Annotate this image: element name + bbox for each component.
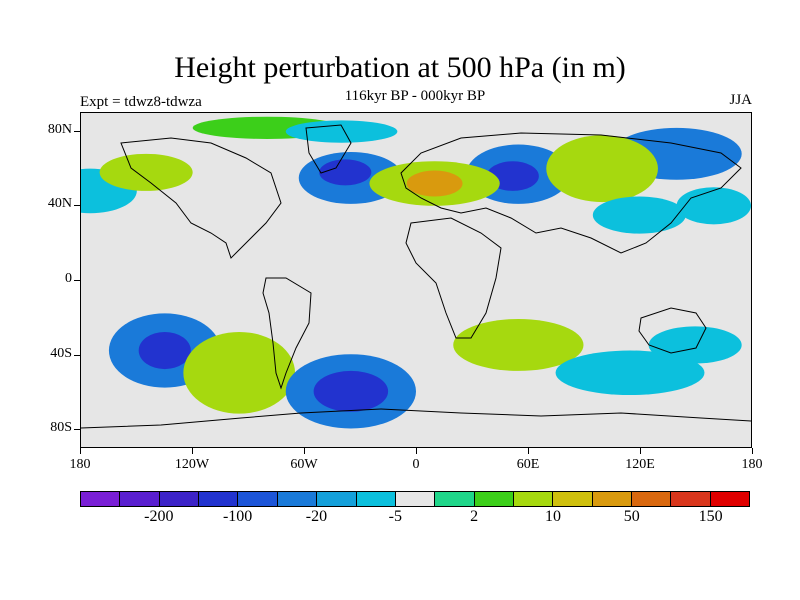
coastline-south-america xyxy=(262,277,312,390)
experiment-label: Expt = tdwz8-tdwza xyxy=(80,94,202,110)
anomaly-field xyxy=(81,116,751,429)
colorbar-segment xyxy=(317,492,357,506)
coastline-greenland xyxy=(305,124,352,174)
colorbar-segment xyxy=(435,492,475,506)
anomaly-region-16 xyxy=(313,370,389,412)
colorbar-label: -200 xyxy=(144,508,174,525)
colorbar-segment xyxy=(120,492,160,506)
y-tick-label: 40S xyxy=(50,345,72,361)
x-tick xyxy=(416,448,417,454)
anomaly-region-11 xyxy=(676,187,751,225)
colorbar-segment xyxy=(710,492,750,506)
colorbar-segment xyxy=(671,492,711,506)
x-tick-label: 0 xyxy=(412,457,420,472)
x-tick xyxy=(752,448,753,454)
y-tick-label: 80S xyxy=(50,420,72,436)
anomaly-region-8 xyxy=(406,170,463,197)
colorbar-label: 10 xyxy=(544,508,561,525)
coastline-australia xyxy=(638,307,707,354)
coastline-europe-asia xyxy=(400,132,742,254)
colorbar-segment xyxy=(277,492,318,506)
colorbar-segment xyxy=(632,492,672,506)
colorbar-label: 2 xyxy=(470,508,479,525)
x-tick xyxy=(304,448,305,454)
y-tick-label: 0 xyxy=(65,271,72,286)
colorbar-segment xyxy=(592,492,633,506)
x-tick-label: 120E xyxy=(625,457,655,472)
x-tick-label: 180 xyxy=(69,457,91,472)
anomaly-region-14 xyxy=(183,331,296,414)
y-tick xyxy=(74,130,80,132)
anomaly-region-18 xyxy=(555,350,705,396)
colorbar-segment xyxy=(474,492,514,506)
colorbar-segment xyxy=(159,492,200,506)
y-tick xyxy=(74,205,80,207)
y-tick-label: 40N xyxy=(47,196,72,212)
map-panel xyxy=(80,112,752,448)
colorbar-label: -20 xyxy=(305,508,328,525)
colorbar-segment xyxy=(199,492,239,506)
anomaly-region-6 xyxy=(99,153,193,191)
map-subtitle: 116kyr BP - 000kyr BP xyxy=(344,88,486,104)
y-tick xyxy=(74,280,80,281)
colorbar-label: -100 xyxy=(222,508,253,525)
colorbar-label: -5 xyxy=(388,508,402,525)
coastline-north-america xyxy=(120,137,282,259)
anomaly-region-13 xyxy=(138,331,191,370)
y-tick xyxy=(74,354,80,356)
anomaly-region-17 xyxy=(453,318,584,371)
x-tick-label: 60E xyxy=(516,457,540,472)
coastline-antarctica xyxy=(81,408,751,429)
x-tick xyxy=(192,448,193,454)
season-label: JJA xyxy=(729,92,752,108)
x-tick xyxy=(80,448,81,454)
x-tick xyxy=(528,448,529,454)
x-tick xyxy=(640,448,641,454)
colorbar-segment xyxy=(238,492,278,506)
colorbar-label: 150 xyxy=(698,508,723,525)
colorbar-segment xyxy=(356,492,396,506)
y-tick xyxy=(74,429,80,431)
colorbar-segment xyxy=(513,492,554,506)
colorbar-segment xyxy=(81,492,121,506)
colorbar-segment xyxy=(395,492,436,506)
anomaly-region-1 xyxy=(319,159,372,186)
anomaly-region-21 xyxy=(285,120,398,143)
colorbar-label: 50 xyxy=(623,508,640,525)
anomaly-region-19 xyxy=(648,326,742,364)
x-tick-label: 180 xyxy=(741,457,763,472)
map-title: Height perturbation at 500 hPa (in m) xyxy=(174,51,626,84)
coastline-africa xyxy=(405,217,502,339)
anomaly-region-9 xyxy=(546,135,658,203)
colorbar-segment xyxy=(553,492,593,506)
x-tick-label: 60W xyxy=(290,457,318,472)
y-tick-label: 80N xyxy=(47,121,72,137)
colorbar xyxy=(80,491,750,507)
anomaly-region-10 xyxy=(592,196,686,234)
x-tick-label: 120W xyxy=(174,457,210,472)
